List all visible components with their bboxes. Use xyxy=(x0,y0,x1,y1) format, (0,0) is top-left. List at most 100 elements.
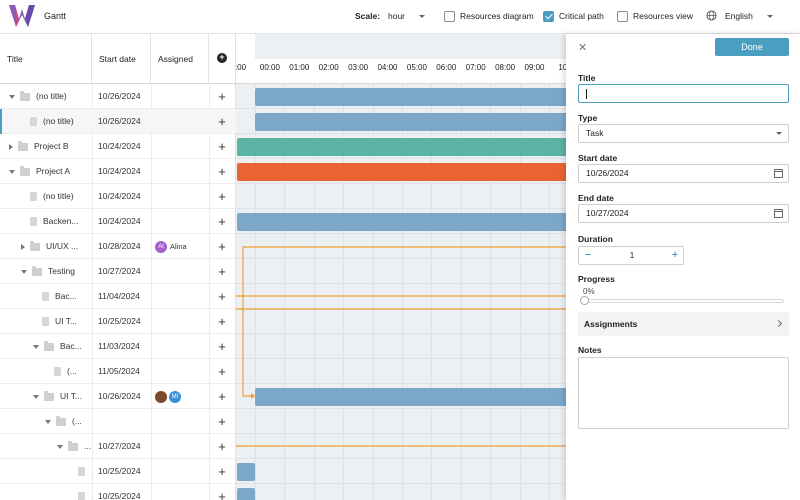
table-row[interactable]: Bac... 11/04/2024 + xyxy=(0,284,236,309)
table-row[interactable]: UI T... 10/26/2024 MI + xyxy=(0,384,236,409)
row-start-date[interactable]: 10/26/2024 xyxy=(98,116,141,126)
row-start-date[interactable]: 10/27/2024 xyxy=(98,441,141,451)
row-title-cell[interactable]: Project B xyxy=(0,134,92,159)
table-row[interactable]: UI/UX ... 10/28/2024 Al Alina + xyxy=(0,234,236,259)
critical-path-checkbox[interactable] xyxy=(543,11,554,22)
expand-down-icon[interactable] xyxy=(9,94,15,99)
row-assigned[interactable] xyxy=(152,259,208,284)
expand-down-icon[interactable] xyxy=(33,394,39,399)
row-assigned[interactable] xyxy=(152,159,208,184)
row-assigned[interactable] xyxy=(152,309,208,334)
row-start-date[interactable]: 11/03/2024 xyxy=(98,341,140,351)
column-header-assigned[interactable]: Assigned xyxy=(151,34,209,84)
row-assigned[interactable] xyxy=(152,134,208,159)
row-assigned[interactable] xyxy=(152,459,208,484)
row-assigned[interactable] xyxy=(152,209,208,234)
table-row[interactable]: Project B 10/24/2024 + xyxy=(0,134,236,159)
assignments-section[interactable]: Assignments xyxy=(578,312,789,336)
row-assigned[interactable] xyxy=(152,84,208,109)
row-start-date[interactable]: 10/24/2024 xyxy=(98,141,141,151)
row-assigned[interactable] xyxy=(152,284,208,309)
add-subtask-button[interactable]: + xyxy=(218,439,226,454)
row-start-date[interactable]: 10/25/2024 xyxy=(98,316,141,326)
row-title-cell[interactable]: Backen... xyxy=(0,209,92,234)
task-bar-backend[interactable] xyxy=(237,213,566,231)
add-subtask-button[interactable]: + xyxy=(218,164,226,179)
row-title-cell[interactable]: (no title) xyxy=(0,109,92,134)
language-select[interactable]: English xyxy=(725,11,774,21)
row-title-cell[interactable]: UI T... xyxy=(0,309,92,334)
row-title-cell[interactable]: (... xyxy=(0,409,92,434)
task-bar-selected[interactable] xyxy=(255,113,566,131)
duration-stepper[interactable]: − 1 + xyxy=(578,246,684,265)
add-subtask-button[interactable]: + xyxy=(218,364,226,379)
row-assigned[interactable]: MI xyxy=(152,384,208,409)
add-subtask-button[interactable]: + xyxy=(218,339,226,354)
critical-path-label[interactable]: Critical path xyxy=(559,11,604,21)
add-subtask-button[interactable]: + xyxy=(218,114,226,129)
row-title-cell[interactable]: (... xyxy=(0,359,92,384)
resources-diagram-label[interactable]: Resources diagram xyxy=(460,11,534,21)
table-row[interactable]: UI T... 10/25/2024 + xyxy=(0,309,236,334)
row-start-date[interactable]: 10/24/2024 xyxy=(98,166,141,176)
end-date-input[interactable]: 10/27/2024 xyxy=(578,204,789,223)
close-icon[interactable]: ✕ xyxy=(578,42,588,54)
add-task-icon[interactable]: + xyxy=(217,53,227,63)
resources-view-checkbox[interactable] xyxy=(617,11,628,22)
done-button[interactable]: Done xyxy=(715,38,789,56)
row-title-cell[interactable]: ... xyxy=(0,434,92,459)
row-start-date[interactable]: 10/25/2024 xyxy=(98,491,141,500)
row-start-date[interactable]: 10/26/2024 xyxy=(98,391,141,401)
row-title-cell[interactable]: UI/UX ... xyxy=(0,234,92,259)
project-bar-project-a[interactable] xyxy=(237,163,566,181)
project-bar-project-b[interactable] xyxy=(237,138,566,156)
start-date-input[interactable]: 10/26/2024 xyxy=(578,164,789,183)
row-title-cell[interactable]: UI T... xyxy=(0,384,92,409)
add-subtask-button[interactable]: + xyxy=(218,414,226,429)
add-subtask-button[interactable]: + xyxy=(218,489,226,500)
decrement-button[interactable]: − xyxy=(584,249,592,261)
add-subtask-button[interactable]: + xyxy=(218,289,226,304)
row-title-cell[interactable]: (no title) xyxy=(0,84,92,109)
row-title-cell[interactable]: ... xyxy=(0,459,92,484)
title-input[interactable] xyxy=(578,84,789,103)
notes-textarea[interactable] xyxy=(578,357,789,429)
table-row[interactable]: Testing 10/27/2024 + xyxy=(0,259,236,284)
expand-down-icon[interactable] xyxy=(9,169,15,174)
add-subtask-button[interactable]: + xyxy=(218,239,226,254)
table-row[interactable]: Bac... 11/03/2024 + xyxy=(0,334,236,359)
add-subtask-button[interactable]: + xyxy=(218,464,226,479)
row-start-date[interactable]: 10/25/2024 xyxy=(98,466,141,476)
table-row[interactable]: ... 10/25/2024 + xyxy=(0,484,236,500)
progress-slider-thumb[interactable] xyxy=(580,296,589,305)
row-assigned[interactable] xyxy=(152,409,208,434)
expand-right-icon[interactable] xyxy=(21,243,25,250)
expand-right-icon[interactable] xyxy=(9,143,13,150)
expand-down-icon[interactable] xyxy=(57,444,63,449)
row-start-date[interactable] xyxy=(98,409,150,434)
row-title-cell[interactable]: Bac... xyxy=(0,334,92,359)
calendar-icon[interactable] xyxy=(774,209,783,218)
row-start-date[interactable]: 11/05/2024 xyxy=(98,366,140,376)
table-row[interactable]: Project A 10/24/2024 + xyxy=(0,159,236,184)
row-assigned[interactable]: Al Alina xyxy=(152,234,208,259)
row-title-cell[interactable]: ... xyxy=(0,484,92,500)
table-row[interactable]: ... 10/25/2024 + xyxy=(0,459,236,484)
scale-select[interactable]: hour xyxy=(388,11,426,21)
table-row[interactable]: (... + xyxy=(0,409,236,434)
add-subtask-button[interactable]: + xyxy=(218,314,226,329)
task-bar[interactable] xyxy=(237,488,255,500)
row-start-date[interactable]: 10/24/2024 xyxy=(98,216,141,226)
add-subtask-button[interactable]: + xyxy=(218,264,226,279)
row-assigned[interactable] xyxy=(152,359,208,384)
duration-value[interactable]: 1 xyxy=(629,250,635,260)
row-assigned[interactable] xyxy=(152,109,208,134)
row-title-cell[interactable]: Bac... xyxy=(0,284,92,309)
task-bar[interactable] xyxy=(255,88,566,106)
row-assigned[interactable] xyxy=(152,484,208,500)
add-subtask-button[interactable]: + xyxy=(218,89,226,104)
progress-slider-track[interactable] xyxy=(584,299,784,303)
table-row[interactable]: (no title) 10/24/2024 + xyxy=(0,184,236,209)
table-row[interactable]: (... 11/05/2024 + xyxy=(0,359,236,384)
type-select[interactable]: Task xyxy=(578,124,789,143)
